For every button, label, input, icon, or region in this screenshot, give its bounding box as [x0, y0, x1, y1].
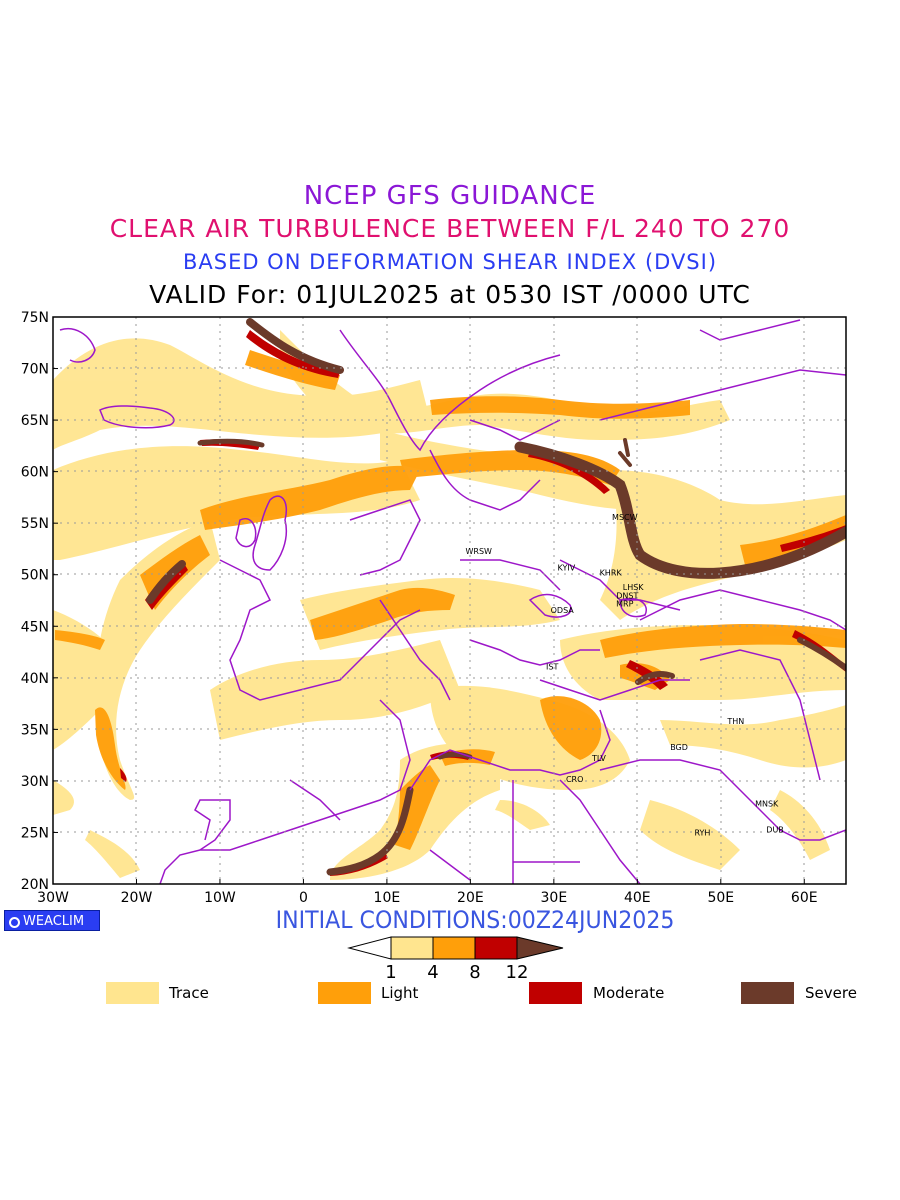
station-label-odsa: ODSA: [551, 606, 575, 615]
lon-label: 30W: [37, 890, 69, 906]
lon-label: 10W: [204, 890, 236, 906]
lon-label: 10E: [374, 890, 401, 906]
station-label-ryh: RYH: [694, 828, 710, 837]
station-label-lhsk: LHSK: [623, 583, 645, 592]
colorbar-light: [432, 936, 476, 960]
lat-label: 40N: [21, 671, 49, 687]
colorbar-low-arrow: [347, 936, 392, 960]
colorbar-tick: 4: [427, 962, 438, 983]
station-label-ist: IST: [546, 662, 558, 671]
lat-label: 20N: [21, 877, 49, 893]
legend-label-light: Light: [381, 984, 419, 1002]
title-line-3: BASED ON DEFORMATION SHEAR INDEX (DVSI): [182, 250, 718, 274]
legend-swatch-trace: [106, 982, 159, 1004]
station-label-khrk: KHRK: [600, 569, 623, 578]
lat-label: 75N: [21, 310, 49, 326]
lon-label: 0: [299, 890, 308, 906]
station-label-thn: THN: [726, 717, 744, 726]
colorbar-tick: 12: [506, 962, 529, 983]
colorbar-tick: 8: [469, 962, 480, 983]
lat-label: 70N: [21, 362, 49, 378]
longitude-labels: 30W 20W 10W 0 10E 20E 30E 40E 50E 60E: [37, 890, 817, 906]
colorbar-severe-arrow: [516, 936, 564, 960]
legend-label-severe: Severe: [805, 984, 857, 1002]
lon-label: 40E: [624, 890, 651, 906]
lon-label: 30E: [541, 890, 568, 906]
lon-label: 50E: [707, 890, 734, 906]
coastlines: [59, 319, 846, 884]
weaclim-logo: WEACLIM: [4, 910, 100, 931]
station-label-dnst: DNST: [616, 591, 638, 600]
lat-label: 45N: [21, 619, 49, 635]
station-label-cro: CRO: [566, 775, 583, 784]
logo-ring-icon: [9, 917, 20, 928]
legend-label-trace: Trace: [169, 984, 209, 1002]
legend-swatch-moderate: [529, 982, 582, 1004]
legend-swatch-light: [318, 982, 371, 1004]
title-line-2: CLEAR AIR TURBULENCE BETWEEN F/L 240 TO …: [109, 214, 791, 243]
station-label-mrp: MRP: [616, 600, 633, 609]
turbulence-field: [53, 318, 846, 880]
colorbar-trace: [390, 936, 434, 960]
color-bar: 1 4 8 12: [347, 936, 564, 983]
legend-label-moderate: Moderate: [593, 984, 665, 1002]
title-line-1: NCEP GFS GUIDANCE: [303, 181, 597, 211]
legend-swatch-severe: [741, 982, 794, 1004]
initial-conditions: INITIAL CONDITIONS:00Z24JUN2025: [275, 906, 675, 934]
valid-time: VALID For: 01JUL2025 at 0530 IST /0000 U…: [149, 280, 751, 309]
station-label-wrsw: WRSW: [465, 547, 492, 556]
colorbar-moderate: [474, 936, 518, 960]
lat-label: 60N: [21, 465, 49, 481]
logo-text: WEACLIM: [23, 914, 85, 929]
colorbar-tick: 1: [385, 962, 396, 983]
station-label-mscw: MSCW: [612, 513, 638, 522]
lat-label: 55N: [21, 516, 49, 532]
lat-label: 25N: [21, 825, 49, 841]
lat-label: 35N: [21, 722, 49, 738]
lat-label: 30N: [21, 774, 49, 790]
station-label-mnsk: MNSK: [755, 800, 779, 809]
station-label-kyiv: KYIV: [558, 564, 576, 573]
lon-label: 60E: [791, 890, 818, 906]
map-frame: [52, 316, 847, 885]
lon-label: 20E: [457, 890, 484, 906]
lat-label: 50N: [21, 568, 49, 584]
latitude-labels: 75N 70N 65N 60N 55N 50N 45N 40N 35N 30N 25N 20N: [21, 310, 49, 893]
lon-label: 20W: [121, 890, 153, 906]
lat-label: 65N: [21, 413, 49, 429]
station-label-bgd: BGD: [670, 743, 688, 752]
station-label-dub: DUB: [766, 825, 784, 834]
station-label-tlv: TLV: [591, 754, 606, 763]
